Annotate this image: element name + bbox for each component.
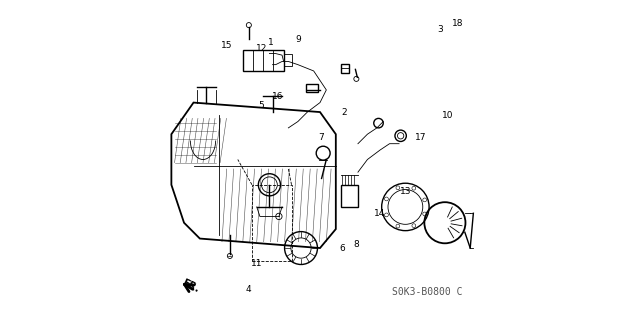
Bar [340, 185, 358, 207]
Text: 16: 16 [271, 92, 283, 101]
Text: 7: 7 [319, 133, 324, 142]
Text: 6: 6 [339, 243, 345, 253]
Bar [243, 50, 284, 71]
Bar [284, 54, 292, 66]
Text: 17: 17 [415, 133, 427, 142]
Text: 5: 5 [259, 101, 264, 110]
Text: 18: 18 [452, 19, 463, 28]
Text: 9: 9 [295, 35, 301, 44]
Text: 8: 8 [353, 241, 359, 249]
Text: FR.: FR. [180, 278, 200, 294]
Bar [340, 64, 349, 72]
Bar [306, 84, 319, 92]
Text: S0K3-B0800 C: S0K3-B0800 C [392, 287, 463, 297]
Text: 10: 10 [442, 111, 454, 120]
Text: 15: 15 [221, 41, 232, 50]
Text: 12: 12 [256, 44, 267, 53]
Text: 13: 13 [399, 187, 411, 196]
Text: 14: 14 [374, 209, 386, 218]
Text: 3: 3 [437, 25, 443, 34]
Text: 4: 4 [246, 285, 252, 294]
Text: 2: 2 [341, 108, 346, 116]
Text: 1: 1 [268, 38, 274, 47]
Text: 11: 11 [251, 259, 262, 268]
